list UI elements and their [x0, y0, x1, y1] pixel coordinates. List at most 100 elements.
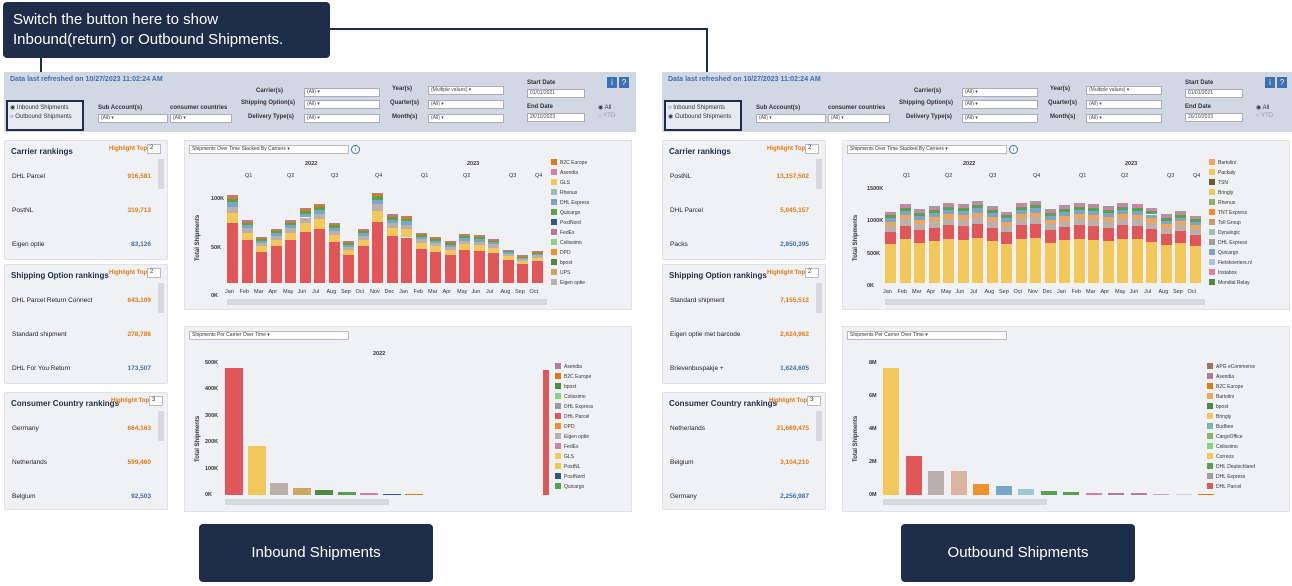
- chart-bar-segment[interactable]: [299, 209, 311, 211]
- chart-bar-segment[interactable]: [473, 237, 485, 240]
- chart-bar-segment[interactable]: [1131, 210, 1143, 215]
- chart-bar-segment[interactable]: [488, 252, 499, 283]
- radio-inbound[interactable]: ○ Inbound Shipments: [668, 105, 725, 111]
- scrollbar[interactable]: [158, 411, 164, 441]
- chart-bar[interactable]: [1040, 490, 1057, 495]
- chart-bar-segment[interactable]: [1059, 209, 1070, 213]
- chart-bar-segment[interactable]: [386, 228, 398, 237]
- chart-bar-segment[interactable]: [357, 230, 369, 233]
- chart-bar-segment[interactable]: [899, 210, 911, 215]
- chart-bar-segment[interactable]: [430, 242, 441, 247]
- chart-bar-segment[interactable]: [986, 207, 998, 210]
- chart-bar-segment[interactable]: [1146, 222, 1157, 229]
- chart-bar-segment[interactable]: [1175, 214, 1186, 218]
- chart-bar-segment[interactable]: [1189, 234, 1201, 247]
- chart2-selector[interactable]: Shipments Per Carrier Over Time ▾: [847, 331, 1007, 340]
- chart-bar-segment[interactable]: [1160, 220, 1172, 224]
- chart-bar-segment[interactable]: [531, 253, 543, 256]
- chart-bar-segment[interactable]: [986, 206, 998, 208]
- chart-bar-segment[interactable]: [1146, 207, 1157, 210]
- country-select[interactable]: (All) ▾: [170, 114, 232, 123]
- chart-bar-segment[interactable]: [1146, 228, 1157, 242]
- ranking-row[interactable]: DHL Parcel Return Connect 643,109: [12, 297, 151, 304]
- chart-bar-segment[interactable]: [415, 232, 427, 234]
- chart-bar-segment[interactable]: [1073, 238, 1085, 283]
- scrollbar[interactable]: [885, 299, 1205, 305]
- chart-bar-segment[interactable]: [1001, 221, 1012, 227]
- info-icon[interactable]: i: [351, 145, 360, 154]
- chart-bar-segment[interactable]: [928, 216, 940, 222]
- chart-bar-segment[interactable]: [372, 221, 383, 283]
- chart-bar-segment[interactable]: [444, 249, 456, 255]
- chart-bar-segment[interactable]: [531, 251, 543, 253]
- chart-bar-segment[interactable]: [885, 211, 896, 214]
- chart-bar-segment[interactable]: [531, 257, 543, 262]
- chart-bar-segment[interactable]: [1175, 231, 1186, 244]
- chart-bar[interactable]: [1198, 494, 1214, 495]
- chart-bar-segment[interactable]: [1073, 218, 1085, 226]
- chart-bar-segment[interactable]: [256, 242, 267, 247]
- chart-bar-segment[interactable]: [1059, 220, 1070, 227]
- chart-bar-segment[interactable]: [899, 225, 911, 240]
- chart-bar-segment[interactable]: [401, 218, 412, 222]
- chart-bar-segment[interactable]: [444, 254, 456, 283]
- chart-bar-segment[interactable]: [899, 205, 911, 208]
- chart-bar-segment[interactable]: [914, 213, 925, 217]
- chart-bar-segment[interactable]: [502, 260, 514, 283]
- chart-bar-segment[interactable]: [1015, 209, 1027, 214]
- chart-bar-segment[interactable]: [343, 242, 354, 245]
- year-select[interactable]: (Multiple values) ▾: [1086, 86, 1162, 95]
- chart-bar-segment[interactable]: [943, 218, 954, 226]
- chart-bar-segment[interactable]: [1131, 225, 1143, 240]
- chart-bar-segment[interactable]: [1044, 224, 1056, 230]
- chart-bar-segment[interactable]: [270, 246, 282, 283]
- chart-bar-segment[interactable]: [943, 206, 954, 210]
- chart-bar-segment[interactable]: [473, 250, 485, 283]
- chart-bar-segment[interactable]: [227, 198, 238, 203]
- chart-bar-segment[interactable]: [328, 230, 340, 235]
- chart-bar-segment[interactable]: [299, 231, 311, 283]
- chart-bar-segment[interactable]: [1001, 218, 1012, 222]
- subaccount-select[interactable]: (All) ▾: [756, 114, 826, 123]
- start-date-input[interactable]: 01/01/2021: [527, 89, 585, 98]
- chart-bar[interactable]: [405, 494, 423, 495]
- chart1-selector[interactable]: Shipments Over Time Stacked By Carriers …: [189, 145, 349, 154]
- chart-bar-segment[interactable]: [314, 206, 325, 210]
- chart-bar-segment[interactable]: [1015, 218, 1027, 226]
- chart-bar-segment[interactable]: [1059, 205, 1070, 207]
- chart-bar-segment[interactable]: [241, 228, 253, 233]
- chart-bar-segment[interactable]: [1189, 222, 1201, 226]
- quarter-select[interactable]: (All) ▾: [1086, 100, 1162, 109]
- chart-bar-segment[interactable]: [488, 244, 499, 248]
- chart-bar-segment[interactable]: [299, 213, 311, 218]
- chart-bar-segment[interactable]: [285, 222, 296, 226]
- chart-bar-segment[interactable]: [1001, 211, 1012, 214]
- chart-bar-segment[interactable]: [241, 221, 253, 223]
- chart-bar-segment[interactable]: [1117, 238, 1128, 283]
- chart-bar-segment[interactable]: [459, 234, 470, 236]
- chart-bar-segment[interactable]: [1088, 208, 1099, 212]
- chart-bar-segment[interactable]: [372, 192, 383, 195]
- chart-bar-segment[interactable]: [1146, 218, 1157, 223]
- ranking-row[interactable]: Belgium 3,104,210: [670, 459, 809, 466]
- chart-bar-segment[interactable]: [314, 219, 325, 229]
- chart-bar-segment[interactable]: [270, 239, 282, 247]
- chart-bar-segment[interactable]: [899, 239, 911, 283]
- ranking-row[interactable]: PostNL 13,157,502: [670, 173, 809, 180]
- chart-bar-segment[interactable]: [914, 224, 925, 230]
- radio-all[interactable]: ◉ All: [1256, 105, 1270, 111]
- chart-bar-segment[interactable]: [270, 230, 282, 233]
- chart-bar-segment[interactable]: [473, 239, 485, 242]
- chart-bar-segment[interactable]: [1160, 215, 1172, 218]
- chart-bar[interactable]: [315, 490, 333, 495]
- chart-bar-segment[interactable]: [957, 208, 969, 212]
- radio-inbound[interactable]: ◉ Inbound Shipments: [10, 105, 69, 111]
- ranking-row[interactable]: Standard shipment 278,786: [12, 331, 151, 338]
- chart-bar-segment[interactable]: [1059, 226, 1070, 241]
- chart-bar-segment[interactable]: [1175, 217, 1186, 222]
- chart-bar-segment[interactable]: [241, 222, 253, 226]
- chart-bar-segment[interactable]: [241, 220, 253, 222]
- chart-bar-segment[interactable]: [972, 217, 983, 224]
- chart-bar-segment[interactable]: [1131, 203, 1143, 206]
- scrollbar[interactable]: [816, 283, 822, 313]
